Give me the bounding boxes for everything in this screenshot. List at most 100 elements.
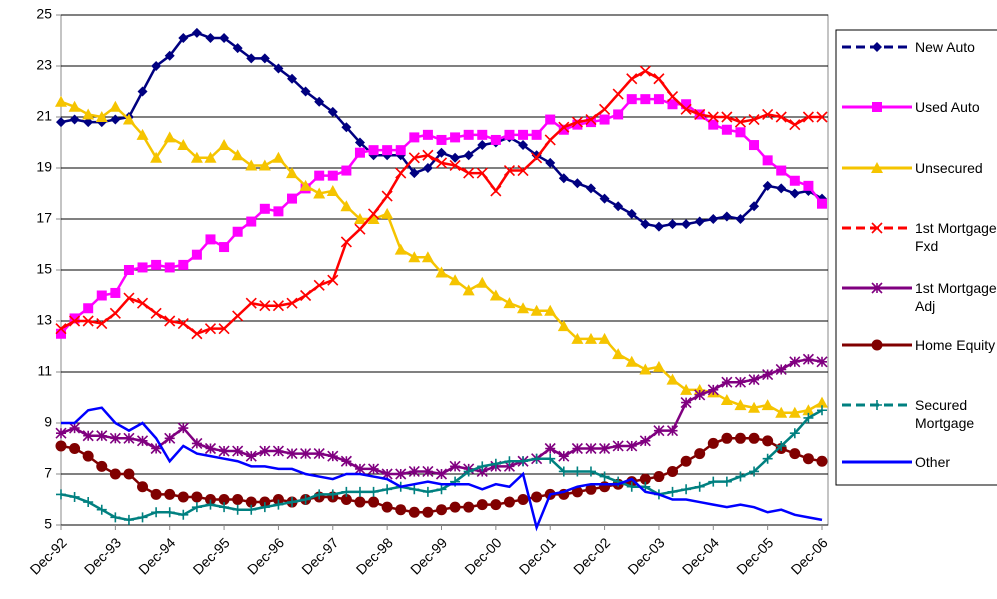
point <box>82 108 95 120</box>
point <box>367 213 380 224</box>
point <box>341 486 352 497</box>
point <box>354 137 365 148</box>
point <box>177 422 189 434</box>
point <box>422 486 433 497</box>
point <box>872 102 882 112</box>
point <box>96 460 108 472</box>
point <box>802 453 814 465</box>
point <box>599 114 610 125</box>
point <box>232 445 244 457</box>
point <box>164 432 176 444</box>
point <box>776 165 787 176</box>
point <box>272 300 284 312</box>
point <box>775 363 787 376</box>
point <box>518 129 529 140</box>
point <box>422 129 433 140</box>
x-tick-label: Dec-06 <box>788 534 831 577</box>
point <box>122 113 135 125</box>
x-tick-label: Dec-93 <box>81 534 124 577</box>
point <box>490 134 501 145</box>
point <box>599 193 610 204</box>
point <box>694 216 705 227</box>
point <box>137 512 148 523</box>
point <box>762 435 774 447</box>
point <box>545 114 556 125</box>
point <box>314 170 325 181</box>
x-tick-label: Dec-92 <box>27 534 70 577</box>
point <box>707 111 719 123</box>
point <box>204 442 217 455</box>
point <box>327 489 338 500</box>
point <box>544 134 556 146</box>
point <box>789 175 800 186</box>
point <box>639 65 651 77</box>
point <box>802 353 814 365</box>
point <box>585 442 597 455</box>
point <box>585 113 597 126</box>
point <box>653 73 665 85</box>
point <box>191 249 202 260</box>
point <box>218 323 230 335</box>
point <box>788 406 801 418</box>
point <box>56 489 66 500</box>
point <box>612 348 625 360</box>
point <box>151 259 162 270</box>
point <box>503 297 516 309</box>
point <box>190 151 203 163</box>
point <box>517 302 530 314</box>
point <box>394 243 407 255</box>
point <box>735 127 746 138</box>
point <box>259 502 270 513</box>
point <box>232 504 243 515</box>
point <box>817 198 827 209</box>
point <box>219 502 230 513</box>
point <box>218 139 231 151</box>
point <box>246 53 257 64</box>
point <box>287 73 298 84</box>
point <box>69 491 80 502</box>
point <box>95 111 108 122</box>
x-tick-label: Dec-98 <box>353 534 396 577</box>
point <box>585 117 596 128</box>
point <box>572 119 583 130</box>
point <box>96 504 107 515</box>
point <box>246 216 257 227</box>
point <box>232 310 244 322</box>
point <box>490 185 502 197</box>
point <box>367 463 380 475</box>
point <box>613 109 624 120</box>
point <box>734 399 747 411</box>
point <box>96 290 107 301</box>
point <box>219 242 230 253</box>
point <box>150 488 162 500</box>
point <box>639 435 651 447</box>
point <box>871 282 883 294</box>
series-line <box>60 97 823 335</box>
point <box>123 432 135 444</box>
point <box>286 167 299 179</box>
point <box>245 159 258 171</box>
point <box>734 376 747 388</box>
point <box>531 453 542 464</box>
point <box>463 466 474 477</box>
point <box>762 108 774 121</box>
point <box>639 473 651 485</box>
point <box>136 297 149 309</box>
point <box>287 193 298 204</box>
point <box>599 103 611 115</box>
point <box>476 167 488 179</box>
point <box>762 368 774 381</box>
point <box>681 484 692 495</box>
point <box>259 203 270 214</box>
point <box>816 111 828 123</box>
point <box>531 129 542 140</box>
point <box>816 455 828 467</box>
legend-label: New Auto <box>915 39 975 55</box>
point <box>476 499 488 511</box>
point <box>721 111 733 123</box>
point <box>164 507 175 518</box>
point <box>681 99 692 110</box>
point <box>557 320 570 332</box>
point <box>612 88 624 100</box>
